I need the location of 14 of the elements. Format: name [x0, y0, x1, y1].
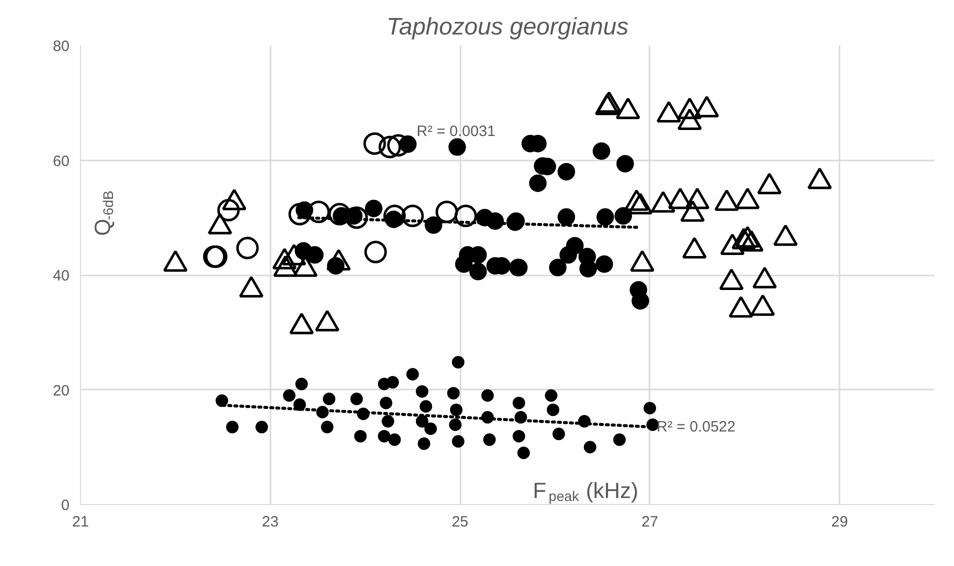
x-tick-label: 27 — [641, 514, 658, 530]
annotation: R² = 0.0031 — [416, 123, 496, 140]
y-tick-label: 40 — [52, 268, 70, 284]
chart-title: Taphozous georgianus — [386, 14, 628, 40]
y-axis-title: Q-6dB — [90, 190, 116, 236]
y-tick-label: 0 — [61, 497, 70, 514]
x-tick-label: 29 — [831, 514, 848, 530]
x-tick-label: 23 — [262, 514, 279, 530]
y-tick-label: 20 — [52, 382, 70, 400]
x-tick-label: 21 — [72, 514, 89, 530]
y-tick-label: 60 — [52, 152, 70, 170]
annotation: R² = 0.0522 — [656, 418, 736, 436]
x-tick-label: 25 — [452, 514, 468, 530]
y-tick-label: 80 — [52, 38, 70, 55]
